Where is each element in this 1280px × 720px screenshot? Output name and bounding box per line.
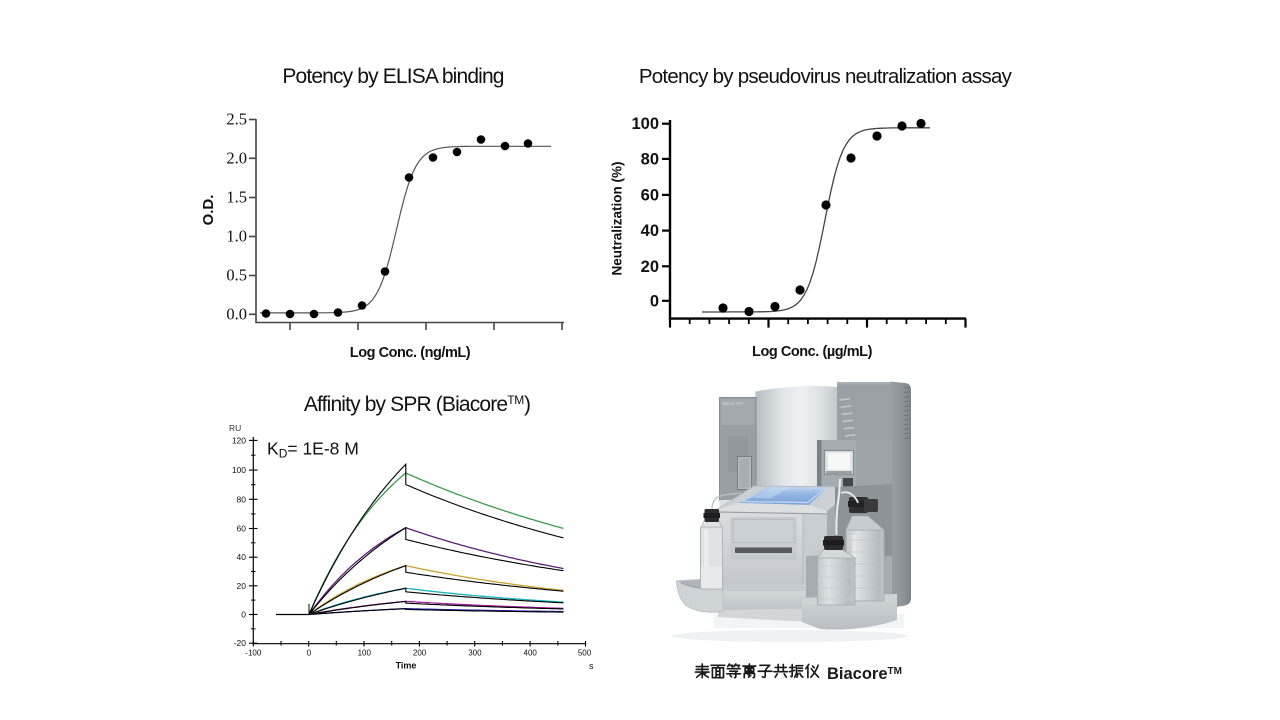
svg-text:300: 300: [468, 649, 482, 658]
svg-text:100: 100: [232, 465, 246, 475]
svg-text:0.5: 0.5: [226, 266, 247, 285]
svg-text:-20: -20: [234, 638, 247, 648]
svg-text:BiacoreTM: BiacoreTM: [827, 665, 902, 683]
svg-text:Time: Time: [396, 661, 417, 671]
svg-text:Potency by pseudovirus neutral: Potency by pseudovirus neutralization as…: [639, 65, 1013, 88]
svg-text:80: 80: [237, 494, 247, 504]
svg-text:Log Conc. (µg/mL): Log Conc. (µg/mL): [752, 344, 873, 360]
svg-text:0.0: 0.0: [226, 305, 247, 324]
svg-text:Log Conc. (ng/mL): Log Conc. (ng/mL): [350, 345, 471, 361]
svg-text:0: 0: [650, 292, 659, 310]
svg-text:80: 80: [641, 150, 659, 168]
svg-text:2.5: 2.5: [226, 110, 247, 129]
svg-text:100: 100: [358, 649, 372, 658]
svg-text:120: 120: [232, 435, 246, 445]
svg-text:500: 500: [578, 649, 592, 658]
svg-text:0: 0: [241, 610, 246, 620]
svg-text:1.5: 1.5: [226, 188, 247, 207]
svg-text:60: 60: [237, 524, 247, 534]
svg-text:200: 200: [413, 649, 427, 658]
svg-text:RU: RU: [229, 423, 241, 433]
svg-text:40: 40: [641, 222, 659, 240]
svg-text:Biacore T200: Biacore T200: [723, 402, 744, 406]
svg-text:1.0: 1.0: [226, 227, 247, 246]
svg-text:100: 100: [631, 115, 659, 133]
svg-text:400: 400: [524, 649, 538, 658]
svg-text:20: 20: [237, 581, 247, 591]
svg-text:2.0: 2.0: [226, 149, 247, 168]
svg-text:O.D.: O.D.: [200, 195, 217, 226]
svg-text:s: s: [589, 661, 594, 671]
svg-text:Neutralization (%): Neutralization (%): [610, 161, 625, 275]
svg-text:20: 20: [641, 258, 659, 276]
svg-text:KD= 1E-8 M: KD= 1E-8 M: [267, 439, 359, 461]
svg-text:40: 40: [237, 552, 247, 562]
svg-text:60: 60: [641, 186, 659, 204]
svg-text:-100: -100: [245, 649, 262, 658]
svg-text:Affinity by SPR (BiacoreTM): Affinity by SPR (BiacoreTM): [304, 393, 530, 416]
svg-text:0: 0: [307, 649, 312, 658]
svg-text:Potency by ELISA binding: Potency by ELISA binding: [282, 65, 503, 88]
